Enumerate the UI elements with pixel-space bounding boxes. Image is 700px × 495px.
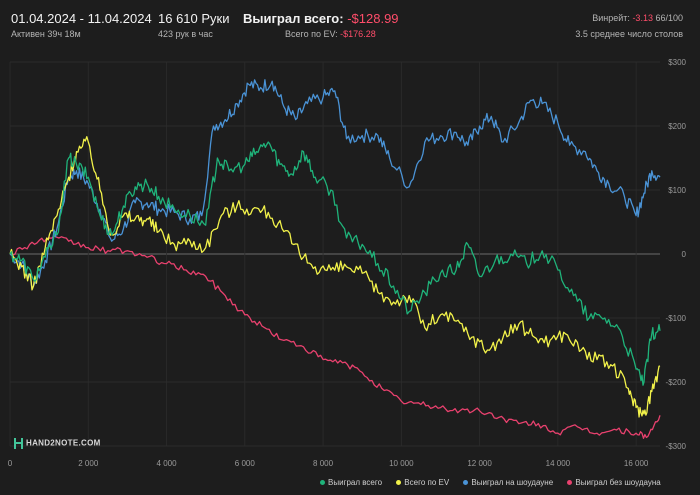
ev-label: Всего по EV: (285, 29, 338, 39)
x-tick-label: 2 000 (78, 459, 99, 468)
hands-per-hour: 423 рук в час (158, 29, 213, 39)
logo-text: HAND2NOTE.COM (26, 438, 101, 448)
legend-dot-non-showdown (567, 480, 573, 486)
active-time: Активен 39ч 18м (11, 29, 81, 39)
series-line-3 (9, 235, 661, 439)
winrate-label: Винрейт: (592, 13, 630, 23)
legend-label: Всего по EV (404, 478, 450, 487)
winrate: Винрейт: -3.13 66/100 (592, 13, 683, 23)
y-tick-label: -$200 (666, 378, 687, 387)
series-line-1 (9, 141, 661, 386)
won-total: Выиграл всего: -$128.99 (243, 11, 399, 26)
hand2note-logo: HAND2NOTE.COM (14, 438, 101, 449)
series-line-2 (9, 136, 661, 418)
y-tick-label: $300 (668, 58, 686, 67)
y-tick-label: -$300 (666, 442, 687, 451)
x-axis-labels: 0 2 000 4 000 6 000 8 000 10 000 12 000 14 000 1… (8, 459, 649, 468)
legend-dot-showdown (463, 480, 469, 486)
x-tick-label: 10 000 (389, 459, 414, 468)
legend-item-non-showdown[interactable]: Выиграл без шоудауна (567, 478, 661, 487)
legend-item-ev[interactable]: Всего по EV (396, 478, 449, 487)
legend-item-won-total[interactable]: Выиграл всего (320, 478, 382, 487)
legend-label: Выиграл без шоудауна (575, 478, 661, 487)
y-tick-label: $100 (668, 186, 686, 195)
won-total-label: Выиграл всего: (243, 11, 344, 26)
hands-count: 16 610 Руки (158, 11, 230, 26)
date-range: 01.04.2024 - 11.04.2024 (11, 11, 152, 26)
legend-item-showdown[interactable]: Выиграл на шоудауне (463, 478, 553, 487)
x-tick-label: 14 000 (546, 459, 571, 468)
x-tick-label: 8 000 (313, 459, 334, 468)
y-tick-label: $200 (668, 122, 686, 131)
x-tick-label: 12 000 (467, 459, 492, 468)
series-line-0 (9, 79, 661, 290)
hand2note-logo-icon (14, 438, 23, 449)
legend-label: Выиграл всего (328, 478, 383, 487)
legend: Выиграл всего Всего по EV Выиграл на шоу… (320, 478, 673, 487)
x-tick-label: 0 (8, 459, 13, 468)
series-lines (9, 79, 661, 439)
x-tick-label: 4 000 (157, 459, 178, 468)
legend-dot-ev (396, 480, 402, 486)
ev-total: Всего по EV: -$176.28 (285, 29, 376, 39)
ev-value: -$176.28 (340, 29, 376, 39)
legend-label: Выиграл на шоудауне (471, 478, 554, 487)
winrate-value: -3.13 (632, 13, 653, 23)
legend-dot-won-total (320, 480, 325, 486)
winrate-unit: 66/100 (655, 13, 683, 23)
y-axis-labels: $300 $200 $100 0 -$100 -$200 -$300 (666, 58, 687, 451)
won-total-value: -$128.99 (347, 11, 399, 26)
x-tick-label: 6 000 (235, 459, 256, 468)
y-tick-label: 0 (682, 250, 687, 259)
grid (9, 61, 660, 447)
x-tick-label: 16 000 (624, 459, 649, 468)
y-tick-label: -$100 (666, 314, 687, 323)
avg-tables: 3.5 среднее число столов (575, 29, 683, 39)
